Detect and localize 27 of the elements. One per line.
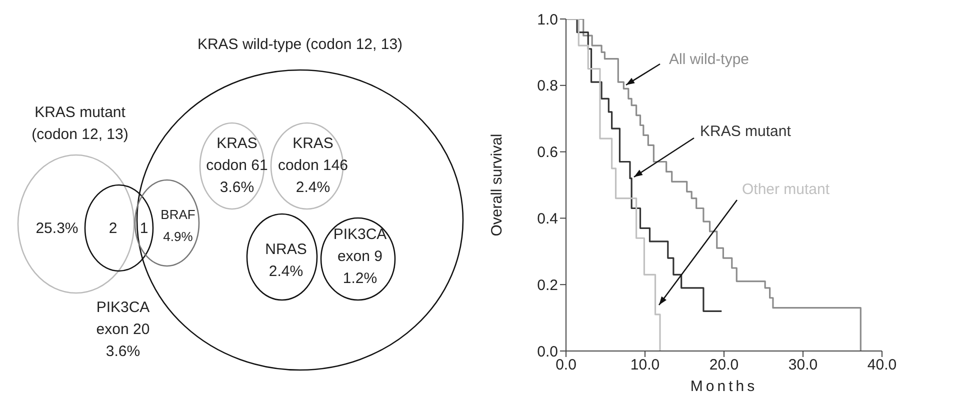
x-axis-title: Months	[690, 378, 758, 395]
text: 25.3%	[36, 220, 78, 237]
text: 2	[108, 220, 118, 237]
y-tick-label: 0.2	[537, 276, 558, 294]
text: KRAS codon 146 2.4%	[278, 134, 348, 196]
text: BRAF 4.9%	[160, 207, 196, 244]
text: NRAS 2.4%	[265, 240, 307, 280]
y-tick-label: 0.8	[537, 78, 558, 95]
text: KRAS wild-type (codon 12, 13)	[197, 36, 403, 53]
y-tick-label: 0.4	[537, 210, 558, 228]
x-tick-label: 20.0	[709, 356, 739, 374]
x-tick-label: 30.0	[788, 356, 818, 374]
text: All wild-type	[669, 50, 750, 68]
y-tick-label: 0.0	[537, 343, 558, 360]
text: KRAS mutant	[700, 122, 792, 140]
y-tick-label: 1.0	[537, 11, 558, 28]
text: 1	[140, 220, 148, 237]
text: KRAS mutant (codon 12, 13)	[32, 104, 128, 143]
text: PIK3CA exon 20 3.6%	[96, 298, 150, 360]
text: PIK3CA exon 9 1.2%	[333, 226, 387, 287]
x-tick-label: 0.0	[556, 356, 576, 374]
x-tick-label: 10.0	[630, 356, 660, 374]
text: Other mutant	[742, 180, 830, 198]
y-tick-label: 0.6	[537, 144, 558, 162]
x-tick-label: 40.0	[867, 356, 897, 374]
y-axis-title: Overall survival	[488, 134, 506, 236]
text: KRAS codon 61 3.6%	[206, 134, 268, 196]
